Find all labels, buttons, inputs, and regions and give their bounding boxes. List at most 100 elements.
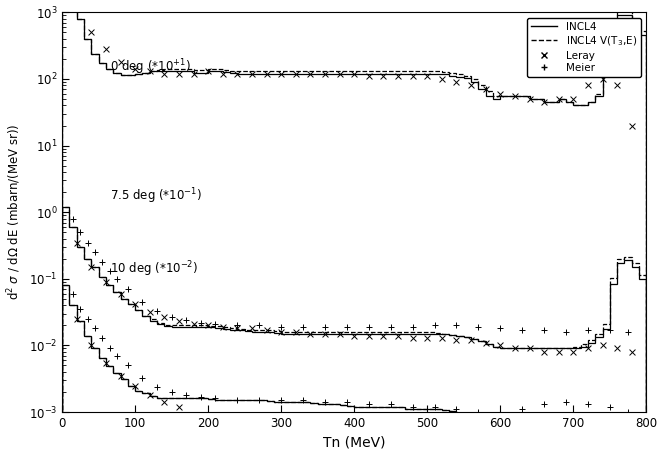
Point <box>137 375 148 382</box>
Point <box>174 403 184 410</box>
Point <box>436 334 447 341</box>
Leray <box>217 70 228 77</box>
Meier <box>583 326 593 334</box>
Leray <box>378 72 389 80</box>
Point <box>166 388 177 395</box>
Point <box>473 409 484 416</box>
Meier <box>68 215 78 222</box>
Point <box>605 403 615 410</box>
Text: 10 deg (*10$^{-2}$): 10 deg (*10$^{-2}$) <box>109 260 198 279</box>
Leray <box>188 70 199 77</box>
Point <box>75 306 86 313</box>
Leray <box>72 4 82 11</box>
Leray <box>627 122 637 129</box>
Point <box>510 345 520 352</box>
Point <box>407 403 418 410</box>
Text: 0 deg (*10$^{+1}$): 0 deg (*10$^{+1}$) <box>109 57 190 77</box>
Point <box>72 239 82 246</box>
Leray <box>86 29 97 36</box>
Point <box>196 393 206 400</box>
Point <box>68 290 78 297</box>
Meier <box>495 325 506 332</box>
Leray <box>203 68 213 75</box>
Leray <box>597 76 608 83</box>
Leray <box>452 78 462 86</box>
Meier <box>452 322 462 329</box>
Point <box>111 352 122 359</box>
Leray <box>363 72 374 80</box>
Point <box>320 330 330 337</box>
Leray <box>481 86 491 93</box>
Point <box>466 337 477 344</box>
Leray <box>174 70 184 77</box>
Point <box>101 278 111 285</box>
Meier <box>320 323 330 330</box>
Leray <box>159 70 170 77</box>
Meier <box>473 323 484 330</box>
Meier <box>137 298 148 306</box>
Point <box>452 405 462 413</box>
Point <box>495 342 506 349</box>
Legend: INCL4, INCL4 V(T$_3$,E), Leray, Meier: INCL4, INCL4 V(T$_3$,E), Leray, Meier <box>527 18 641 77</box>
Leray <box>232 70 243 77</box>
Point <box>115 372 126 379</box>
Meier <box>363 323 374 330</box>
Point <box>159 313 170 320</box>
Point <box>539 348 550 355</box>
Point <box>145 308 155 315</box>
Point <box>407 334 418 341</box>
Leray <box>524 96 535 103</box>
Point <box>378 332 389 339</box>
Leray <box>247 70 257 77</box>
Point <box>254 397 265 404</box>
Point <box>612 345 623 352</box>
Point <box>561 399 572 406</box>
Point <box>261 326 272 334</box>
Meier <box>152 307 162 314</box>
Point <box>86 342 97 349</box>
Meier <box>254 322 265 329</box>
Point <box>145 391 155 399</box>
Meier <box>196 319 206 326</box>
Point <box>130 382 141 389</box>
Meier <box>539 326 550 334</box>
Point <box>349 332 359 339</box>
Leray <box>407 72 418 80</box>
Point <box>86 263 97 271</box>
Point <box>276 328 286 335</box>
Leray <box>261 70 272 77</box>
Point <box>123 362 133 369</box>
Leray <box>145 68 155 75</box>
Point <box>481 339 491 346</box>
Meier <box>82 239 93 246</box>
Point <box>539 401 550 408</box>
Leray <box>554 96 564 103</box>
Meier <box>166 313 177 320</box>
Point <box>181 391 192 399</box>
Meier <box>407 323 418 330</box>
Leray <box>130 66 141 73</box>
Point <box>203 322 213 329</box>
Point <box>90 325 100 332</box>
Meier <box>232 322 243 329</box>
Point <box>97 334 107 341</box>
Text: 7.5 deg (*10$^{-1}$): 7.5 deg (*10$^{-1}$) <box>109 187 202 206</box>
Point <box>101 359 111 366</box>
Meier <box>517 326 528 334</box>
Point <box>210 395 221 402</box>
Leray <box>568 96 579 103</box>
Meier <box>97 258 107 265</box>
Leray <box>436 76 447 83</box>
Leray <box>276 70 286 77</box>
Meier <box>276 323 286 330</box>
Point <box>392 332 403 339</box>
Meier <box>623 328 633 335</box>
Point <box>188 320 199 328</box>
Leray <box>320 70 330 77</box>
Point <box>452 337 462 344</box>
Leray <box>101 46 111 53</box>
Point <box>363 332 374 339</box>
X-axis label: Tn (MeV): Tn (MeV) <box>323 435 385 450</box>
Meier <box>181 316 192 324</box>
Point <box>290 328 301 335</box>
